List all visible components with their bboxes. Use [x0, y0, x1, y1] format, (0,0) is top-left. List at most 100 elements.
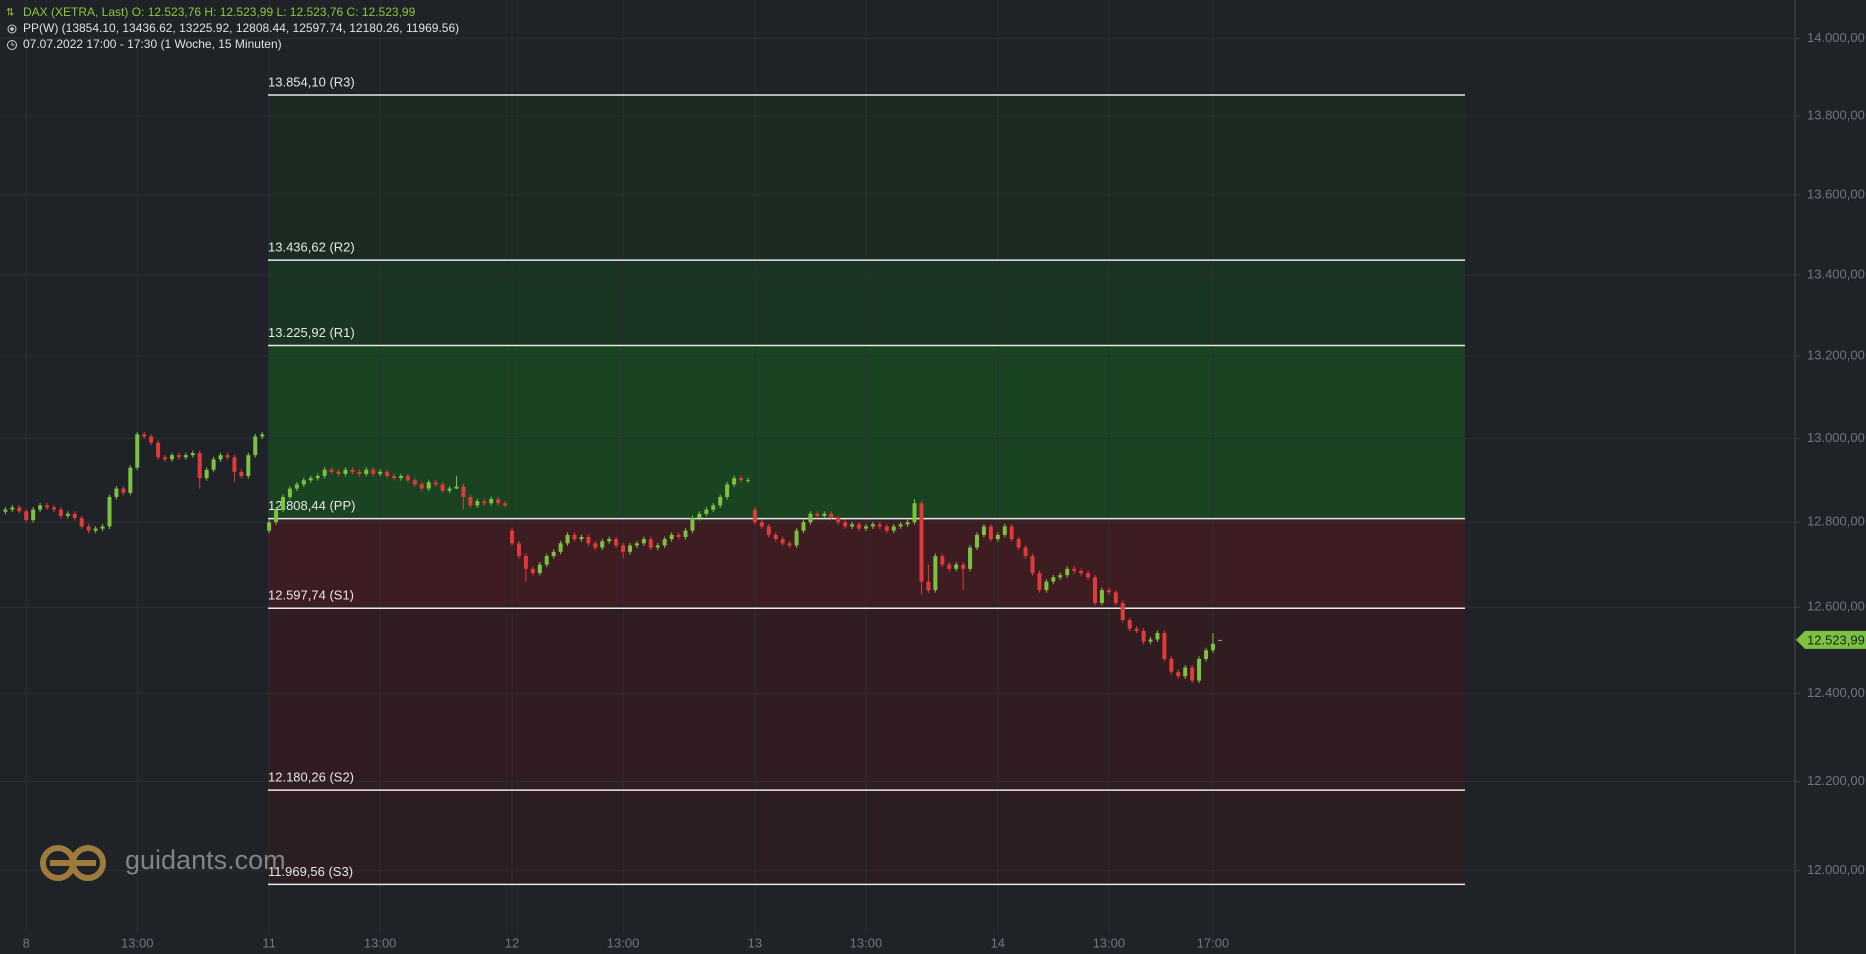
candle-body: [1037, 573, 1042, 591]
candle-body: [870, 524, 875, 527]
pivot-zone: [268, 260, 1465, 346]
candle-body: [794, 530, 799, 546]
grid: [0, 0, 1800, 934]
candle-body: [572, 534, 577, 540]
candle-body: [1204, 650, 1209, 659]
candle-body: [1197, 658, 1202, 681]
candle-body: [385, 471, 390, 477]
candle-body: [100, 526, 105, 529]
candle-body: [961, 564, 966, 569]
candle-body: [926, 581, 931, 591]
header-icon: ⇅: [6, 8, 14, 19]
x-tick-label: 13:00: [1093, 935, 1126, 950]
candle-body: [412, 480, 417, 485]
y-tick-label: 12.800,00: [1807, 514, 1865, 529]
candle-body: [815, 513, 820, 516]
candle-body: [211, 459, 216, 470]
candle-body: [669, 534, 674, 540]
candle-body: [628, 545, 632, 552]
candle-body: [829, 513, 834, 519]
candle-body: [294, 484, 299, 489]
candle-body: [1148, 639, 1153, 642]
candle-body: [426, 482, 431, 489]
x-tick-label: 8: [23, 935, 30, 950]
candle-body: [1106, 590, 1111, 593]
candle-body: [718, 496, 723, 506]
y-tick-label: 13.000,00: [1807, 430, 1865, 445]
candle-body: [836, 518, 841, 523]
logo-bar: [50, 860, 96, 866]
candle-body: [336, 471, 341, 474]
candle-body: [773, 534, 778, 540]
candle-body: [51, 507, 56, 510]
candle-body: [225, 455, 230, 458]
candle-body: [315, 476, 320, 479]
candle-body: [683, 530, 688, 538]
candle-body: [65, 513, 70, 516]
candle-body: [787, 543, 792, 546]
candle-body: [988, 526, 993, 540]
candle-body: [1141, 630, 1146, 642]
candle-body: [1099, 590, 1104, 603]
candle-body: [121, 488, 126, 493]
candle-body: [1217, 639, 1222, 641]
candle-body: [482, 501, 487, 504]
candle-body: [1072, 568, 1077, 571]
candle-body: [544, 556, 549, 565]
candle-body: [1058, 575, 1063, 578]
candle-body: [392, 476, 397, 479]
watermark-text: guidants.com: [125, 845, 286, 875]
candle-body: [364, 469, 369, 474]
y-tick-label: 13.200,00: [1807, 348, 1865, 363]
x-tick-label: 13:00: [607, 935, 640, 950]
pivot-label: 11.969,56 (S3): [268, 864, 353, 879]
candle-body: [79, 518, 84, 527]
y-tick-label: 12.400,00: [1807, 685, 1865, 700]
candle-body: [1169, 658, 1174, 672]
candle-body: [176, 455, 181, 458]
candle-body: [641, 539, 646, 544]
y-tick-label: 13.800,00: [1807, 108, 1865, 123]
candle-body: [593, 543, 598, 548]
candle-body: [197, 453, 202, 479]
candle-body: [1176, 671, 1181, 677]
candle-body: [31, 509, 36, 521]
candle-body: [808, 513, 813, 523]
candle-body: [954, 564, 959, 569]
candle-body: [468, 496, 473, 506]
candle-body: [975, 534, 979, 548]
candle-body: [267, 522, 272, 531]
candle-body: [38, 505, 43, 510]
header-icon: [11, 42, 15, 46]
header-indicator: PP(W) (13854.10, 13436.62, 13225.92, 128…: [23, 21, 459, 35]
candle-body: [253, 436, 258, 456]
y-tick-label: 12.200,00: [1807, 773, 1865, 788]
candle-body: [72, 513, 77, 519]
candle-body: [398, 476, 403, 479]
candle-body: [648, 539, 653, 548]
candle-body: [45, 505, 50, 508]
header-icon: [7, 40, 17, 50]
candle-body: [1183, 667, 1188, 677]
candle-body: [58, 509, 63, 516]
candle-body: [287, 488, 292, 497]
candle-body: [780, 539, 785, 544]
candle-body: [530, 568, 535, 574]
candle-body: [489, 499, 494, 504]
candle-body: [232, 457, 237, 472]
candle-body: [912, 503, 917, 523]
candle-body: [405, 476, 410, 481]
candle-body: [1065, 568, 1070, 576]
price-tag-label: 12.523,99: [1807, 632, 1865, 647]
candle-body: [690, 518, 695, 531]
candle-body: [1002, 526, 1007, 535]
candle-body: [621, 545, 626, 552]
candle-body: [891, 526, 896, 531]
candle-body: [586, 537, 591, 544]
candle-body: [995, 534, 1000, 540]
candle-body: [86, 526, 91, 531]
candle-body: [274, 509, 279, 523]
candle-body: [1113, 592, 1118, 603]
header: ⇅ DAX (XETRA, Last) O: 12.523,76 H: 12.5…: [6, 5, 459, 51]
